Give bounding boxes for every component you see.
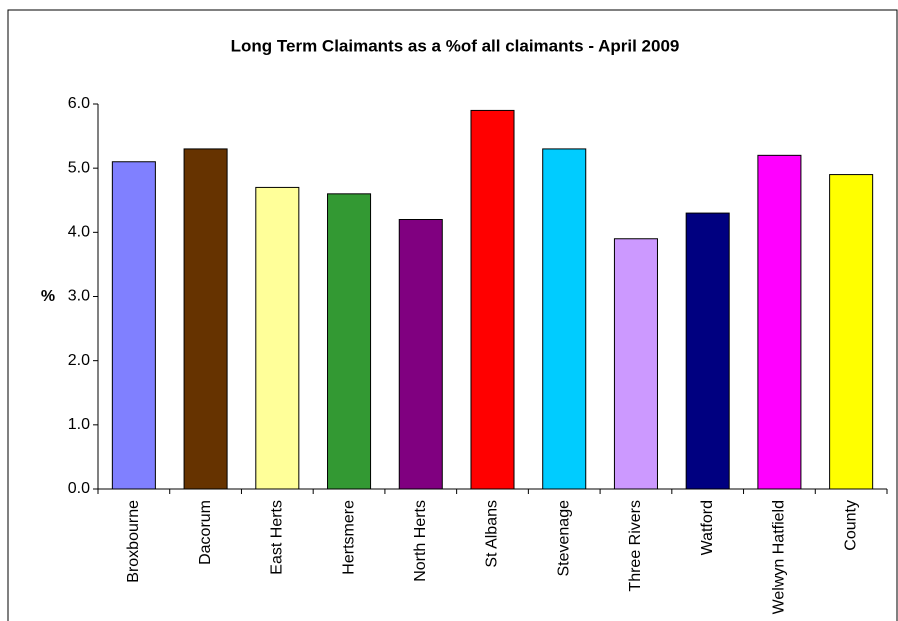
x-tick-label: East Herts bbox=[269, 500, 286, 575]
x-tick-label: Welwyn Hatfield bbox=[771, 500, 788, 614]
bar bbox=[470, 109, 515, 490]
y-axis-label: % bbox=[41, 288, 55, 305]
x-tick-label: North Herts bbox=[412, 500, 429, 582]
x-tick-label: St Albans bbox=[484, 500, 501, 568]
y-tick-label: 2.0 bbox=[68, 352, 90, 369]
y-tick-label: 5.0 bbox=[68, 159, 90, 176]
x-tick-label: Dacorum bbox=[197, 500, 214, 565]
bar bbox=[685, 212, 730, 490]
bar bbox=[829, 174, 874, 490]
x-tick-label: Hertsmere bbox=[340, 500, 357, 575]
x-tick-label: Stevenage bbox=[555, 500, 572, 577]
x-tick-label: Three Rivers bbox=[627, 500, 644, 592]
bar bbox=[613, 238, 658, 490]
bar bbox=[542, 148, 587, 490]
x-tick-label: Broxbourne bbox=[125, 500, 142, 583]
y-tick-label: 1.0 bbox=[68, 416, 90, 433]
y-tick-label: 6.0 bbox=[68, 95, 90, 112]
bar bbox=[111, 161, 156, 490]
y-tick-label: 4.0 bbox=[68, 224, 90, 241]
y-tick-label: 3.0 bbox=[68, 288, 90, 305]
bar bbox=[398, 219, 443, 490]
bar bbox=[183, 148, 228, 490]
x-tick-label: County bbox=[842, 500, 859, 551]
x-tick-label: Watford bbox=[699, 500, 716, 555]
chart-frame bbox=[7, 9, 898, 621]
bar bbox=[757, 154, 802, 490]
bar bbox=[327, 193, 372, 490]
y-tick-label: 0.0 bbox=[68, 480, 90, 497]
bar bbox=[255, 186, 300, 490]
chart-title: Long Term Claimants as a %of all claiman… bbox=[231, 36, 680, 55]
